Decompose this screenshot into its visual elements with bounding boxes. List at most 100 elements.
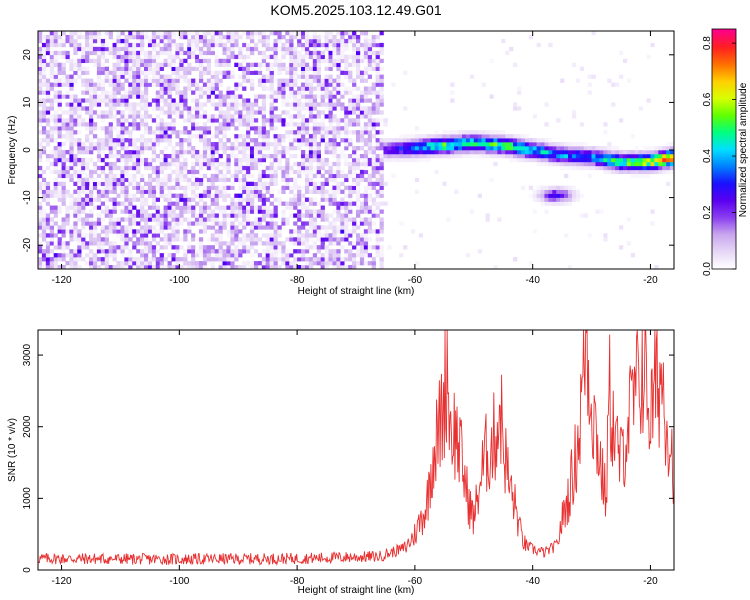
- heatmap-cell: [167, 78, 172, 83]
- heatmap-cell: [65, 253, 70, 258]
- heatmap-cell: [128, 150, 133, 155]
- heatmap-cell: [261, 122, 267, 127]
- heatmap-cell: [363, 106, 369, 111]
- heatmap-cell: [246, 189, 251, 194]
- heatmap-cell: [301, 205, 306, 210]
- heatmap-cell: [430, 138, 435, 143]
- heatmap-cell: [112, 118, 117, 123]
- heatmap-cell: [301, 106, 306, 111]
- heatmap-cell: [140, 225, 145, 230]
- heatmap-cell: [312, 197, 318, 202]
- heatmap-cell: [505, 142, 510, 147]
- heatmap-cell: [128, 34, 133, 40]
- heatmap-cell: [155, 142, 161, 147]
- heatmap-cell: [548, 161, 553, 167]
- heatmap-cell: [104, 241, 109, 246]
- heatmap-cell: [57, 205, 62, 210]
- heatmap-cell: [198, 245, 204, 250]
- heatmap-cell: [359, 110, 365, 115]
- heatmap-cell: [136, 102, 141, 107]
- heatmap-cell: [202, 161, 208, 167]
- heatmap-cell: [89, 201, 94, 206]
- heatmap-cell: [336, 118, 341, 123]
- heatmap-cell: [277, 138, 282, 143]
- heatmap-cell: [379, 142, 384, 147]
- heatmap-cell: [89, 150, 94, 155]
- heatmap-cell: [638, 153, 643, 159]
- heatmap-cell: [151, 229, 157, 234]
- heatmap-cell: [226, 106, 231, 111]
- heatmap-cell: [136, 54, 141, 60]
- heatmap-cell: [92, 169, 98, 175]
- heatmap-cell: [187, 197, 192, 202]
- heatmap-cell: [571, 157, 577, 163]
- heatmap-cell: [124, 261, 129, 266]
- heatmap-cell: [328, 165, 333, 171]
- heatmap-cell: [568, 193, 573, 198]
- heatmap-cell: [246, 134, 251, 139]
- heatmap-cell: [246, 34, 251, 40]
- heatmap-cell: [344, 74, 349, 79]
- heatmap-cell: [112, 197, 117, 202]
- heatmap-cell: [548, 189, 553, 194]
- heatmap-cell: [65, 90, 70, 95]
- heatmap-cell: [96, 102, 102, 107]
- heatmap-cell: [179, 165, 184, 171]
- heatmap-cell: [238, 102, 243, 107]
- heatmap-cell: [73, 257, 78, 262]
- heatmap-cell: [41, 78, 47, 83]
- heatmap-cell: [120, 169, 125, 175]
- heatmap-cell: [246, 74, 251, 79]
- heatmap-cell: [316, 153, 321, 159]
- heatmap-cell: [92, 265, 98, 270]
- heatmap-cell: [556, 150, 561, 155]
- heatmap-cell: [246, 169, 251, 175]
- heatmap-cell: [163, 110, 168, 115]
- heatmap-cell: [214, 169, 219, 175]
- heatmap-cell: [163, 221, 168, 226]
- heatmap-cell: [246, 165, 251, 171]
- heatmap-cell: [536, 157, 541, 163]
- heatmap-cell: [285, 165, 290, 171]
- colorbar-step: [712, 193, 736, 196]
- heatmap-cell: [242, 165, 247, 171]
- heatmap-cell: [344, 42, 349, 48]
- heatmap-cell: [81, 221, 86, 226]
- heatmap-cell: [261, 98, 267, 103]
- heatmap-cell: [85, 197, 90, 202]
- heatmap-cell: [257, 38, 263, 44]
- heatmap-cell: [120, 249, 125, 254]
- heatmap-cell: [210, 46, 215, 52]
- heatmap-cell: [81, 161, 86, 167]
- heatmap-cell: [202, 142, 208, 147]
- heatmap-cell: [646, 165, 651, 171]
- heatmap-cell: [552, 153, 557, 159]
- heatmap-cell: [301, 241, 306, 246]
- heatmap-cell: [379, 217, 384, 222]
- heatmap-cell: [560, 189, 565, 194]
- heatmap-cell: [210, 265, 215, 270]
- heatmap-cell: [171, 205, 176, 210]
- heatmap-cell: [273, 257, 278, 262]
- heatmap-cell: [497, 130, 502, 135]
- heatmap-cell: [359, 94, 365, 99]
- heatmap-cell: [312, 189, 318, 194]
- heatmap-cell: [136, 157, 141, 163]
- heatmap-cell: [206, 153, 212, 159]
- heatmap-cell: [352, 98, 357, 103]
- heatmap-cell: [426, 153, 431, 159]
- heatmap-cell: [654, 265, 659, 270]
- heatmap-cell: [269, 221, 274, 226]
- heatmap-cell: [481, 146, 486, 151]
- heatmap-cell: [38, 265, 43, 270]
- heatmap-cell: [442, 153, 447, 159]
- heatmap-cell: [198, 249, 204, 254]
- heatmap-cell: [210, 257, 215, 262]
- heatmap-cell: [179, 209, 184, 214]
- heatmap-cell: [532, 189, 537, 194]
- heatmap-cell: [238, 221, 243, 226]
- heatmap-cell: [140, 134, 145, 139]
- heatmap-cell: [297, 197, 302, 202]
- heatmap-cell: [132, 122, 137, 127]
